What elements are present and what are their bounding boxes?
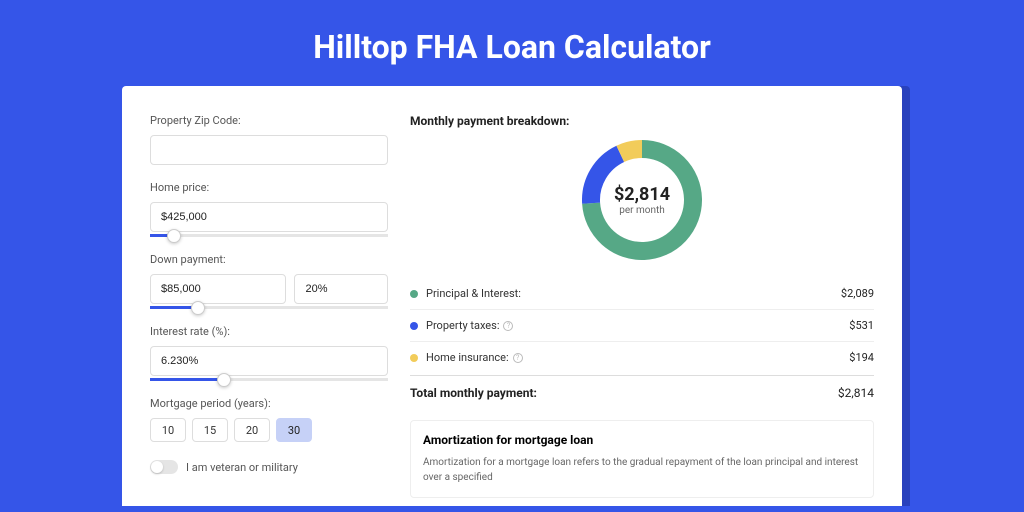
total-label: Total monthly payment:: [410, 386, 838, 400]
interest-rate-label: Interest rate (%):: [150, 325, 388, 338]
breakdown-row: Home insurance:?$194: [410, 342, 874, 373]
breakdown-list: Principal & Interest:$2,089Property taxe…: [410, 278, 874, 373]
interest-rate-input[interactable]: [150, 346, 388, 376]
down-payment-field: Down payment:: [150, 253, 388, 309]
home-price-field: Home price:: [150, 181, 388, 237]
home-price-label: Home price:: [150, 181, 388, 194]
donut-sublabel: per month: [614, 205, 670, 216]
breakdown-column: Monthly payment breakdown: $2,814 per mo…: [410, 114, 874, 506]
slider-thumb[interactable]: [191, 301, 205, 315]
breakdown-value: $531: [849, 319, 874, 332]
legend-dot: [410, 290, 418, 298]
legend-dot: [410, 354, 418, 362]
home-price-input[interactable]: [150, 202, 388, 232]
legend-dot: [410, 322, 418, 330]
period-option-15[interactable]: 15: [192, 418, 228, 442]
breakdown-label: Home insurance:?: [426, 351, 849, 364]
breakdown-label: Property taxes:?: [426, 319, 849, 332]
mortgage-period-field: Mortgage period (years): 10152030: [150, 397, 388, 442]
zip-field: Property Zip Code:: [150, 114, 388, 165]
veteran-label: I am veteran or military: [186, 461, 298, 474]
donut-chart: $2,814 per month: [410, 140, 874, 260]
veteran-field: I am veteran or military: [150, 460, 388, 474]
total-value: $2,814: [838, 386, 874, 400]
breakdown-row: Property taxes:?$531: [410, 310, 874, 342]
period-option-20[interactable]: 20: [234, 418, 270, 442]
breakdown-title: Monthly payment breakdown:: [410, 114, 874, 128]
interest-rate-slider[interactable]: [150, 378, 388, 381]
inputs-column: Property Zip Code: Home price: Down paym…: [150, 114, 388, 506]
period-option-10[interactable]: 10: [150, 418, 186, 442]
info-icon[interactable]: ?: [503, 321, 513, 331]
total-row: Total monthly payment: $2,814: [410, 375, 874, 414]
slider-thumb[interactable]: [217, 373, 231, 387]
period-option-30[interactable]: 30: [276, 418, 312, 442]
breakdown-label: Principal & Interest:: [426, 287, 841, 300]
mortgage-period-options: 10152030: [150, 418, 388, 442]
veteran-toggle[interactable]: [150, 460, 178, 474]
amortization-section: Amortization for mortgage loan Amortizat…: [410, 420, 874, 498]
zip-label: Property Zip Code:: [150, 114, 388, 127]
mortgage-period-label: Mortgage period (years):: [150, 397, 388, 410]
down-payment-slider[interactable]: [150, 306, 388, 309]
breakdown-value: $194: [849, 351, 874, 364]
breakdown-row: Principal & Interest:$2,089: [410, 278, 874, 310]
donut-amount: $2,814: [614, 184, 670, 205]
info-icon[interactable]: ?: [513, 353, 523, 363]
amortization-title: Amortization for mortgage loan: [423, 433, 861, 447]
interest-rate-field: Interest rate (%):: [150, 325, 388, 381]
down-payment-amount-input[interactable]: [150, 274, 286, 304]
calculator-card: Property Zip Code: Home price: Down paym…: [122, 86, 902, 506]
zip-input[interactable]: [150, 135, 388, 165]
down-payment-percent-input[interactable]: [294, 274, 388, 304]
page-title: Hilltop FHA Loan Calculator: [0, 0, 1024, 86]
breakdown-value: $2,089: [841, 287, 874, 300]
amortization-text: Amortization for a mortgage loan refers …: [423, 455, 861, 485]
slider-thumb[interactable]: [167, 229, 181, 243]
home-price-slider[interactable]: [150, 234, 388, 237]
down-payment-label: Down payment:: [150, 253, 388, 266]
